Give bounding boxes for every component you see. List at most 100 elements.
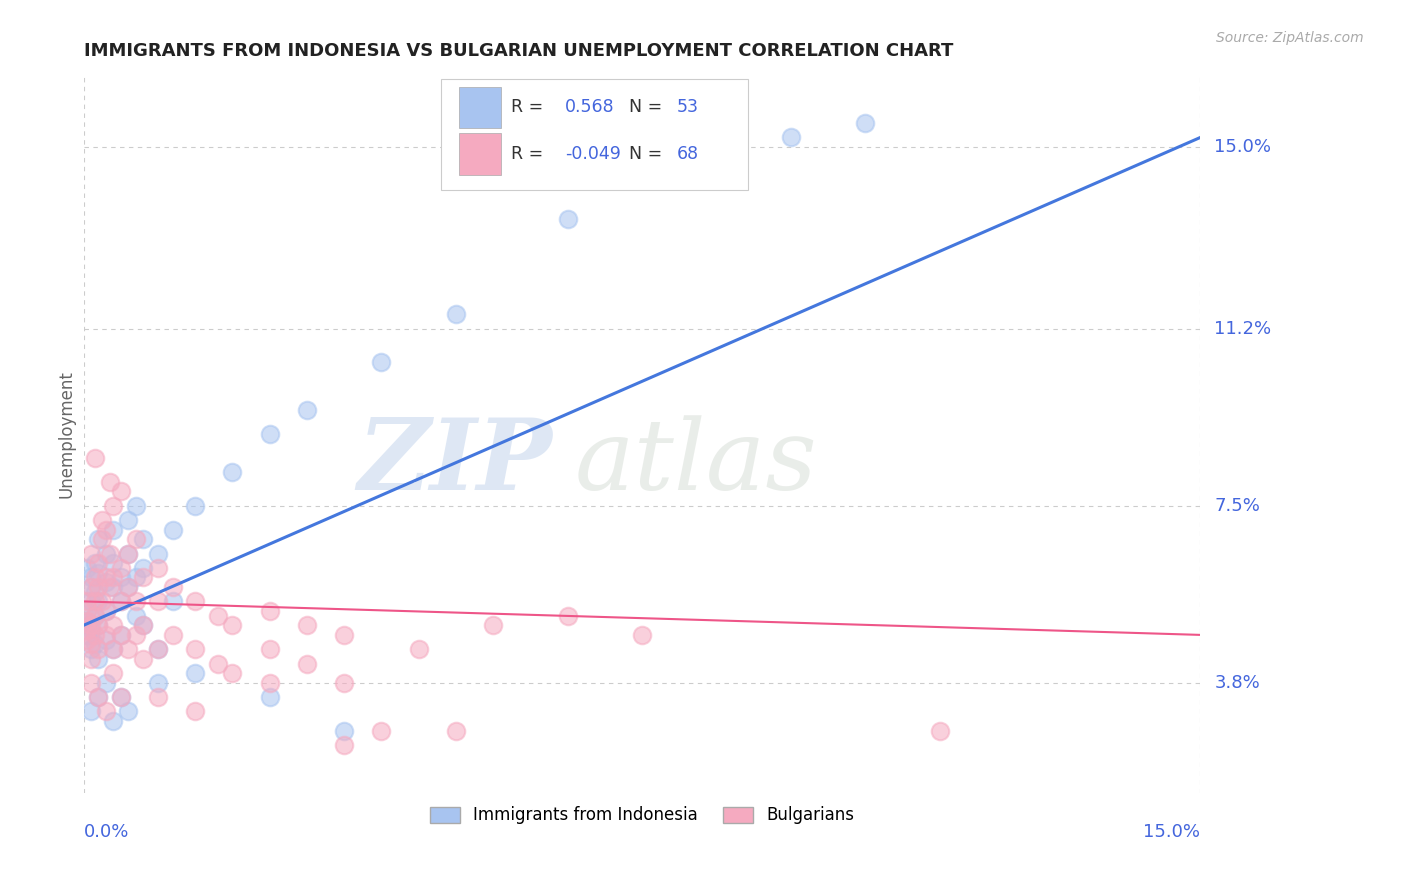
Point (110, 690, 132, 704)
Point (207, 608, 229, 623)
Point (408, 642, 430, 657)
Text: 7.5%: 7.5% (1215, 497, 1260, 515)
Point (76, 604, 98, 618)
Point (333, 628, 356, 642)
Point (295, 618, 318, 632)
Point (103, 618, 125, 632)
Point (221, 618, 243, 632)
Point (87, 652, 110, 666)
Point (87, 580, 110, 594)
Point (87, 566, 110, 580)
Point (132, 561, 155, 575)
Point (103, 523, 125, 537)
Point (117, 547, 139, 561)
Point (83, 585, 105, 599)
Point (76, 614, 98, 628)
Point (221, 465, 243, 479)
Point (94, 523, 117, 537)
Text: 11.2%: 11.2% (1215, 319, 1271, 338)
FancyBboxPatch shape (458, 87, 502, 128)
Point (103, 570, 125, 584)
Point (110, 594, 132, 608)
Point (76, 618, 98, 632)
Point (80, 652, 103, 666)
Point (94, 575, 117, 590)
Point (259, 690, 281, 704)
Point (333, 723, 356, 738)
Point (295, 657, 318, 671)
Point (80, 580, 103, 594)
Text: N =: N = (628, 145, 668, 163)
Point (103, 666, 125, 681)
Point (853, 116, 876, 130)
Point (94, 628, 117, 642)
Point (132, 618, 155, 632)
Point (80, 618, 103, 632)
Point (83, 608, 105, 623)
Point (110, 628, 132, 642)
Point (98, 580, 121, 594)
Point (87, 690, 110, 704)
Point (103, 642, 125, 657)
Point (184, 666, 207, 681)
Point (83, 450, 105, 465)
Point (928, 723, 950, 738)
Point (557, 211, 579, 226)
Point (295, 403, 318, 417)
Point (259, 604, 281, 618)
Point (80, 594, 103, 608)
Text: 53: 53 (676, 98, 699, 117)
Point (146, 594, 169, 608)
Point (259, 427, 281, 442)
Point (94, 570, 117, 584)
Text: -0.049: -0.049 (565, 145, 621, 163)
Text: 0.0%: 0.0% (83, 823, 129, 841)
Point (146, 547, 169, 561)
Text: atlas: atlas (575, 415, 818, 510)
Point (87, 618, 110, 632)
Point (83, 608, 105, 623)
Point (117, 580, 139, 594)
Point (98, 547, 121, 561)
Point (146, 561, 169, 575)
Point (259, 642, 281, 657)
Point (780, 130, 803, 145)
Point (162, 594, 184, 608)
Point (94, 604, 117, 618)
Point (162, 523, 184, 537)
Point (124, 608, 146, 623)
FancyBboxPatch shape (441, 78, 748, 190)
Point (124, 594, 146, 608)
Point (207, 657, 229, 671)
Point (370, 355, 392, 369)
Point (80, 642, 103, 657)
FancyBboxPatch shape (458, 134, 502, 175)
Point (146, 642, 169, 657)
Point (132, 533, 155, 547)
Point (80, 570, 103, 584)
Point (91, 533, 114, 547)
Point (124, 533, 146, 547)
Point (80, 547, 103, 561)
Point (103, 556, 125, 570)
Point (444, 307, 467, 321)
Point (184, 594, 207, 608)
Point (124, 499, 146, 513)
Point (117, 642, 139, 657)
Point (184, 642, 207, 657)
Point (87, 642, 110, 657)
Text: 15.0%: 15.0% (1215, 138, 1271, 156)
Text: N =: N = (628, 98, 668, 117)
Point (184, 499, 207, 513)
Point (98, 475, 121, 489)
Point (103, 642, 125, 657)
Point (146, 642, 169, 657)
Point (557, 608, 579, 623)
Point (132, 618, 155, 632)
Point (124, 628, 146, 642)
Point (91, 513, 114, 527)
Point (333, 675, 356, 690)
Point (76, 614, 98, 628)
Point (370, 723, 392, 738)
Point (80, 623, 103, 637)
